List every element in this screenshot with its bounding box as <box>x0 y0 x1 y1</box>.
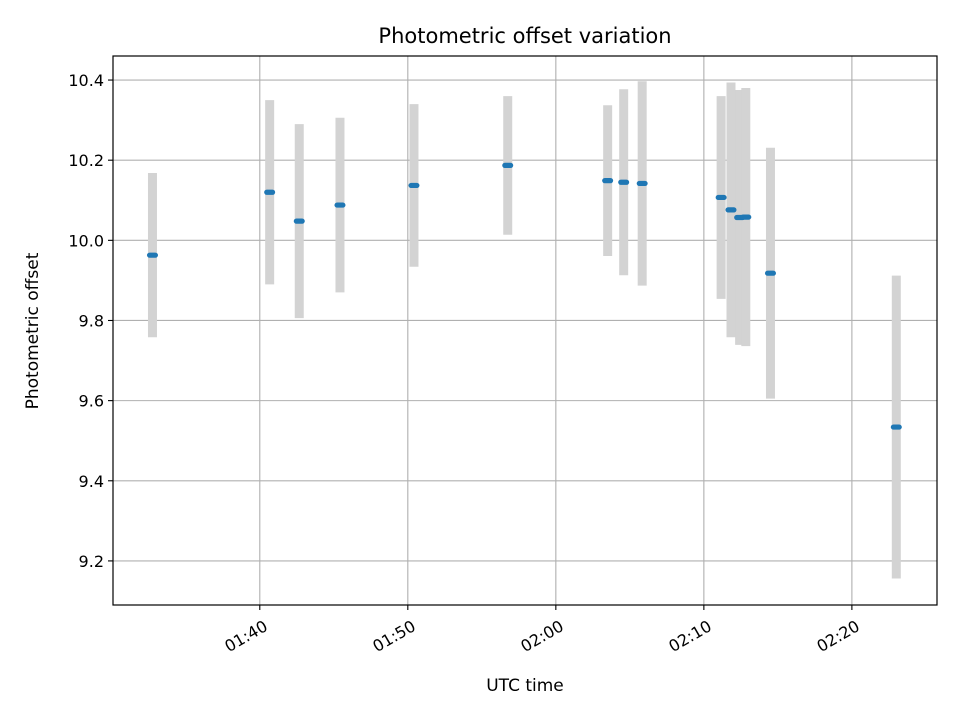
plot-frame <box>112 55 938 606</box>
y-tick-label: 9.6 <box>79 392 104 411</box>
data-points <box>146 162 902 430</box>
data-point <box>740 214 752 220</box>
y-tick-label: 9.2 <box>79 552 104 571</box>
chart-title: Photometric offset variation <box>378 24 671 48</box>
x-axis-label: UTC time <box>486 676 564 696</box>
data-point <box>618 179 630 185</box>
data-point <box>725 207 737 213</box>
data-point <box>715 194 727 201</box>
y-axis-label: Photometric offset <box>23 252 43 409</box>
data-point <box>408 182 420 189</box>
data-point <box>146 252 158 258</box>
y-tick-label: 10.2 <box>68 151 104 170</box>
data-point <box>264 189 276 195</box>
grid <box>113 56 937 605</box>
y-tick-label: 10.4 <box>68 71 104 90</box>
y-tick-label: 10.0 <box>68 231 104 250</box>
data-point <box>636 180 648 187</box>
data-point <box>334 202 346 208</box>
y-tick-label: 9.4 <box>79 472 104 491</box>
y-tick-label: 9.8 <box>79 311 104 330</box>
data-point <box>502 162 514 168</box>
data-point <box>890 424 902 430</box>
data-point <box>293 218 305 224</box>
data-point <box>764 270 776 276</box>
y-axis-ticks: 9.2 9.4 9.6 9.8 10.0 10.2 10.4 <box>68 71 113 571</box>
data-point <box>602 178 614 184</box>
